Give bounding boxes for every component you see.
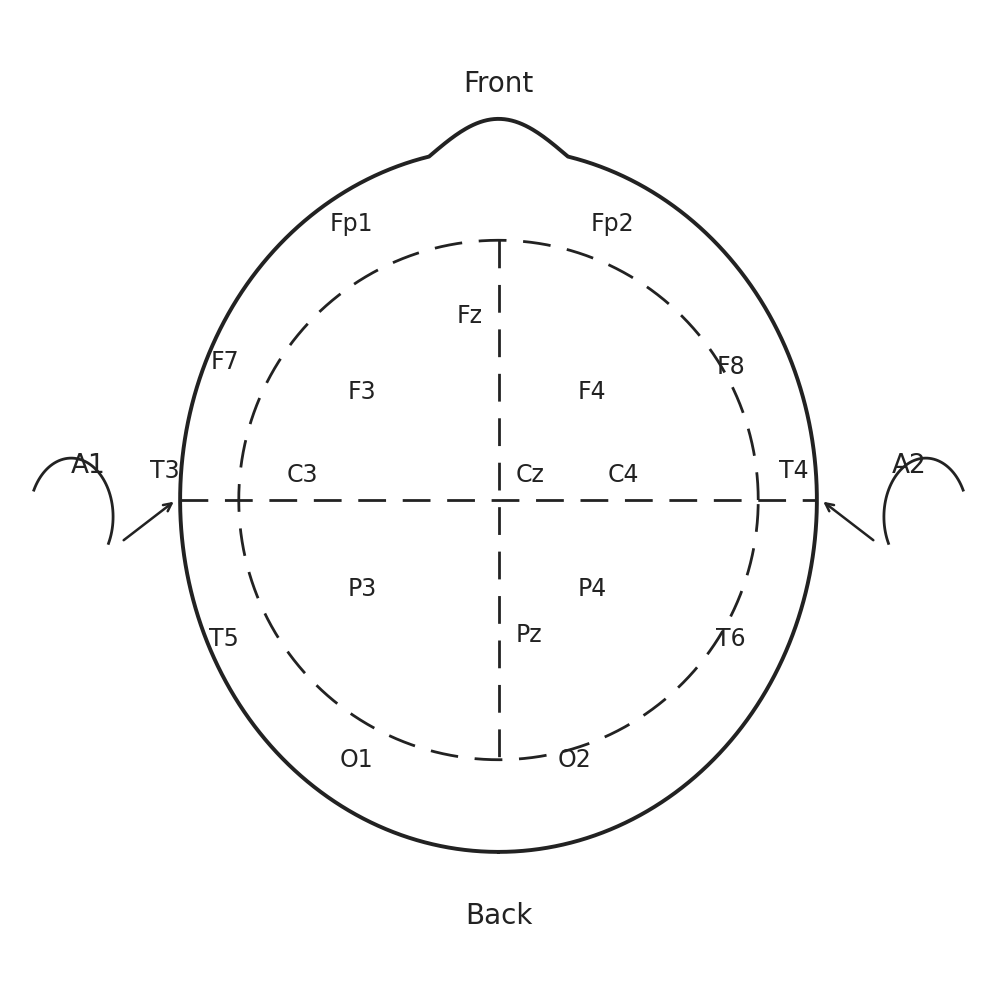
Text: T6: T6 (716, 627, 746, 651)
Text: F3: F3 (348, 380, 376, 404)
Text: Fp1: Fp1 (329, 212, 373, 236)
Text: C4: C4 (607, 463, 639, 487)
Text: F4: F4 (578, 380, 607, 404)
Text: Back: Back (465, 902, 532, 930)
Text: F8: F8 (716, 355, 745, 379)
Text: A2: A2 (891, 453, 926, 479)
Text: Front: Front (464, 70, 533, 98)
Text: F7: F7 (210, 350, 238, 374)
Text: O1: O1 (339, 748, 373, 772)
Text: P3: P3 (348, 577, 377, 601)
Text: A1: A1 (71, 453, 106, 479)
Text: Cz: Cz (515, 463, 544, 487)
Text: Fz: Fz (457, 304, 483, 328)
Text: C3: C3 (287, 463, 318, 487)
Text: O2: O2 (557, 748, 591, 772)
Text: P4: P4 (578, 577, 607, 601)
Text: Pz: Pz (515, 623, 542, 647)
Text: T5: T5 (209, 627, 238, 651)
Text: T3: T3 (151, 459, 180, 483)
Text: Fp2: Fp2 (590, 212, 634, 236)
Text: T4: T4 (780, 459, 809, 483)
